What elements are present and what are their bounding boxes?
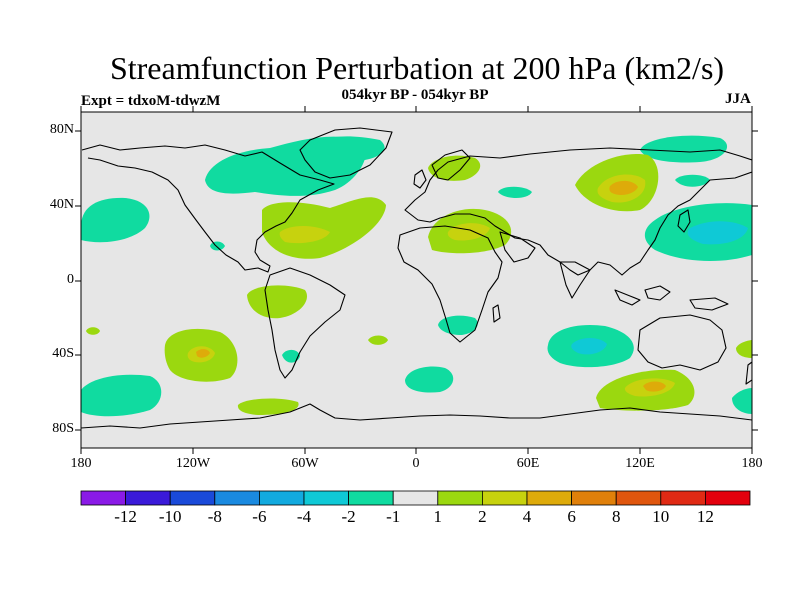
lat-label-80s: 80S xyxy=(52,421,74,436)
colorbar-swatch xyxy=(526,490,572,506)
colorbar-swatch xyxy=(258,490,305,506)
anomaly-region-pos xyxy=(247,285,308,319)
lat-label-40n: 40N xyxy=(49,197,74,212)
colorbar-swatch xyxy=(214,490,260,506)
colorbar-swatch xyxy=(615,490,662,506)
colorbar-swatch xyxy=(571,490,617,506)
colorbar-tick-label: -4 xyxy=(296,507,312,526)
colorbar-swatch xyxy=(437,490,483,506)
anomaly-region-pos xyxy=(736,340,752,358)
coast-africa xyxy=(397,225,503,343)
lat-label-40s: 40S xyxy=(52,346,74,361)
coast-new-zealand xyxy=(745,361,752,385)
anomaly-region-neg xyxy=(282,349,300,363)
colorbar-tick-label: 8 xyxy=(611,507,621,526)
plot-title: Streamfunction Perturbation at 200 hPa (… xyxy=(109,50,725,86)
colorbar-swatch xyxy=(303,490,349,506)
coast-madagascar xyxy=(492,304,501,323)
lon-label-180w: 180 xyxy=(70,456,92,471)
coast-uk xyxy=(413,169,427,189)
coast-scandinavia xyxy=(431,149,471,181)
colorbar-swatch xyxy=(660,490,706,506)
coast-new-guinea xyxy=(689,297,729,311)
coast-south-america xyxy=(264,267,346,379)
anomaly-region-pos xyxy=(262,197,386,259)
coast-india xyxy=(559,261,591,299)
anomaly-region-pos2 xyxy=(279,226,330,244)
coast-australia xyxy=(637,314,727,371)
anomaly-region-neg xyxy=(81,374,162,417)
lat-label-80n: 80N xyxy=(49,122,74,137)
anomaly-region-neg xyxy=(81,197,150,243)
coast-antarctica xyxy=(81,403,752,429)
coast-eurasia xyxy=(404,147,752,276)
axis-ticks xyxy=(75,106,758,454)
plot-subtitle: 054kyr BP - 054kyr BP xyxy=(341,87,489,103)
colorbar-tick-label: 12 xyxy=(696,507,714,526)
anomaly-region-neg xyxy=(310,136,385,163)
colorbar-tick-label: 6 xyxy=(567,507,576,526)
anomaly-region-neg xyxy=(640,135,728,163)
anomaly-region-neg xyxy=(438,315,478,335)
colorbar-tick-label: -6 xyxy=(252,507,267,526)
colorbar-swatch xyxy=(348,490,394,506)
colorbar-tick-label: -2 xyxy=(341,507,356,526)
colorbar xyxy=(80,490,751,506)
lon-label-60w: 60W xyxy=(291,456,319,471)
anomaly-region-neg xyxy=(675,174,710,187)
colorbar-tick-label: 1 xyxy=(433,507,443,526)
lon-label-60e: 60E xyxy=(516,456,540,471)
coast-sumatra-borneo xyxy=(614,285,671,306)
colorbar-tick-label: 10 xyxy=(652,507,670,526)
lon-label-180e: 180 xyxy=(741,456,763,471)
coast-arabia xyxy=(499,231,536,263)
experiment-label: Expt = tdxoM-tdwzM xyxy=(81,93,221,109)
colorbar-tick-label: -8 xyxy=(207,507,222,526)
colorbar-swatch xyxy=(481,490,528,506)
anomaly-region-pos3 xyxy=(196,349,210,358)
anomaly-region-pos xyxy=(237,398,299,415)
anomaly-region-pos2 xyxy=(447,223,490,241)
anomaly-region-pos xyxy=(368,335,388,345)
colorbar-swatch xyxy=(169,490,216,506)
coast-greenland xyxy=(299,127,393,179)
colorbar-swatch xyxy=(125,490,171,506)
anomaly-region-neg xyxy=(405,366,454,393)
colorbar-tick-label: 4 xyxy=(522,507,532,526)
anomaly-region-pos3 xyxy=(643,381,666,392)
colorbar-tick-label: -1 xyxy=(386,507,401,526)
colorbar-tick-label: -12 xyxy=(114,507,137,526)
lon-label-120e: 120E xyxy=(625,456,655,471)
colorbar-swatch xyxy=(705,490,751,506)
coast-north-america xyxy=(81,144,335,273)
anomaly-region-neg xyxy=(732,388,752,414)
colorbar-tick-label: 2 xyxy=(478,507,487,526)
lat-label-0: 0 xyxy=(67,272,74,287)
anomaly-region-pos xyxy=(86,327,100,335)
anomaly-region-neg2 xyxy=(687,221,748,245)
colorbar-swatch xyxy=(392,490,439,506)
anomaly-region-neg2 xyxy=(571,338,607,355)
anomaly-region-neg xyxy=(498,186,532,198)
lon-label-0: 0 xyxy=(412,456,420,471)
coast-japan xyxy=(677,209,691,233)
lon-label-120w: 120W xyxy=(175,456,211,471)
colorbar-tick-label: -10 xyxy=(158,507,182,526)
season-label: JJA xyxy=(725,91,751,107)
anomaly-region-pos3 xyxy=(609,180,638,195)
colorbar-swatch xyxy=(80,490,126,506)
coastlines xyxy=(81,127,752,429)
